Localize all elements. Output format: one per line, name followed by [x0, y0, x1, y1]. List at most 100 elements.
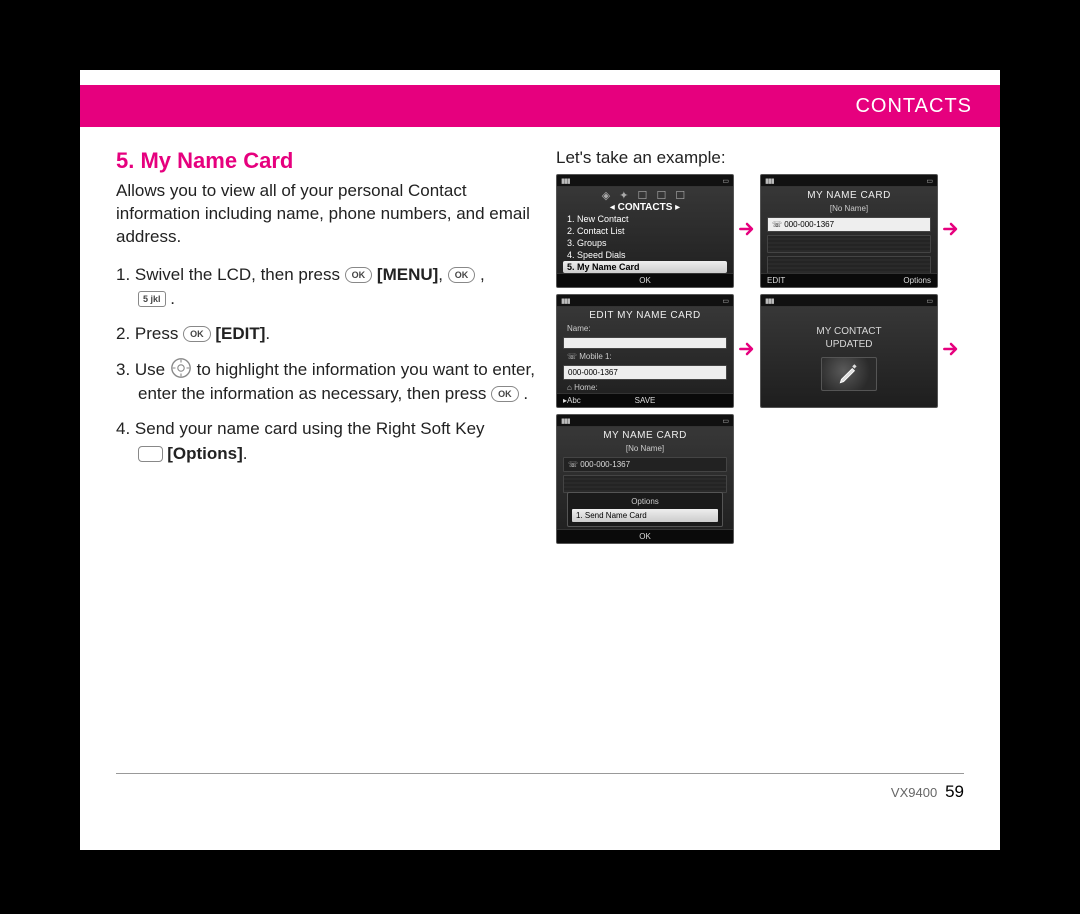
- phone-value: 000-000-1367: [784, 220, 834, 229]
- step-1-comma: ,: [438, 265, 447, 284]
- step-4-options: [Options]: [167, 444, 243, 463]
- footer-model: VX9400: [891, 785, 937, 800]
- step-2-period: .: [265, 324, 270, 343]
- manual-page: CONTACTS 5. My Name Card Allows you to v…: [80, 70, 1000, 850]
- screen-contacts-menu: ◈ ✦ ☐ ☐ ☐ ◂ CONTACTS ▸ 1. New Contact 2.…: [556, 174, 734, 288]
- dpad-icon: [170, 357, 192, 379]
- battery-icon: [722, 417, 729, 425]
- screen-edit-card: EDIT MY NAME CARD Name: ☏ Mobile 1: 000-…: [556, 294, 734, 408]
- screens-grid: ◈ ✦ ☐ ☐ ☐ ◂ CONTACTS ▸ 1. New Contact 2.…: [556, 174, 966, 544]
- menu-item: 1. New Contact: [563, 213, 727, 225]
- carousel-icons: ◈ ✦ ☐ ☐ ☐: [557, 187, 733, 202]
- section-title: 5. My Name Card: [116, 148, 536, 174]
- section-intro: Allows you to view all of your personal …: [116, 180, 536, 249]
- mobile-label-text: Mobile 1:: [579, 352, 611, 361]
- steps-list: 1. Swivel the LCD, then press OK [MENU],…: [116, 263, 536, 466]
- home-label-text: Home:: [574, 383, 598, 392]
- empty-field: [563, 475, 727, 493]
- screen-title: CONTACTS: [618, 202, 673, 213]
- section-header-bar: CONTACTS: [80, 85, 1000, 127]
- battery-icon: [722, 297, 729, 305]
- screen-title: MY NAME CARD: [761, 187, 937, 204]
- battery-icon: [926, 297, 933, 305]
- home-label: ⌂ Home:: [563, 383, 727, 393]
- flow-arrow-icon: [938, 219, 964, 244]
- menu-item: 2. Contact List: [563, 225, 727, 237]
- screen-updated: MY CONTACT UPDATED: [760, 294, 938, 408]
- flow-arrow-icon: [734, 339, 760, 364]
- softkey-bar: EDIT Options: [761, 273, 937, 287]
- updated-message: MY CONTACT UPDATED: [761, 307, 937, 351]
- carousel-arrows: ◂ CONTACTS ▸: [557, 202, 733, 213]
- ok-key-icon: OK: [183, 326, 211, 342]
- signal-icon: [765, 177, 774, 185]
- ok-key-icon: OK: [491, 386, 519, 402]
- step-4: 4. Send your name card using the Right S…: [116, 417, 536, 466]
- signal-icon: [561, 177, 570, 185]
- footer-page-number: 59: [945, 782, 964, 801]
- no-name-label: [No Name]: [563, 444, 727, 454]
- five-key-icon: 5 jkl: [138, 291, 166, 307]
- status-bar: [557, 295, 733, 307]
- empty-field: [767, 235, 931, 253]
- signal-icon: [561, 297, 570, 305]
- step-3-text-a: Use: [135, 360, 170, 379]
- right-softkey-icon: [138, 446, 163, 462]
- status-bar: [761, 175, 937, 187]
- softkey-bar: ▸Abc SAVE: [557, 393, 733, 407]
- softkey-center: OK: [557, 276, 733, 285]
- step-4-text-a: Send your name card using the Right Soft…: [135, 419, 485, 438]
- updated-line2: UPDATED: [761, 338, 937, 351]
- status-bar: [557, 175, 733, 187]
- name-input: [563, 337, 727, 349]
- softkey-center: SAVE: [557, 396, 733, 405]
- name-label: Name:: [563, 324, 727, 334]
- battery-icon: [722, 177, 729, 185]
- step-3-text-b: to highlight the information you want to…: [138, 360, 535, 404]
- phone-value: 000-000-1367: [580, 460, 630, 469]
- menu-item: 3. Groups: [563, 237, 727, 249]
- section-header-title: CONTACTS: [855, 95, 972, 118]
- step-2-edit: [EDIT]: [215, 324, 265, 343]
- softkey-bar: OK: [557, 529, 733, 543]
- signal-icon: [561, 417, 570, 425]
- step-1-text-a: Swivel the LCD, then press: [135, 265, 345, 284]
- section-number: 5.: [116, 148, 134, 173]
- ok-key-icon: OK: [448, 267, 476, 283]
- contacts-menu-list: 1. New Contact 2. Contact List 3. Groups…: [557, 213, 733, 273]
- step-4-period: .: [243, 444, 248, 463]
- status-bar: [761, 295, 937, 307]
- screen-options: MY NAME CARD [No Name] ☏ 000-000-1367 Op…: [556, 414, 734, 544]
- right-column: Let's take an example: ◈ ✦ ☐ ☐ ☐ ◂ CONTA…: [556, 148, 966, 544]
- ok-key-icon: OK: [345, 267, 373, 283]
- popup-item: 1. Send Name Card: [572, 509, 718, 522]
- softkey-left: EDIT: [767, 276, 785, 285]
- mobile-input: 000-000-1367: [563, 365, 727, 380]
- battery-icon: [926, 177, 933, 185]
- phone-field: ☏ 000-000-1367: [767, 217, 931, 232]
- page-footer: VX9400 59: [116, 773, 964, 802]
- softkey-bar: OK: [557, 273, 733, 287]
- screen-title: MY NAME CARD: [557, 427, 733, 444]
- step-1: 1. Swivel the LCD, then press OK [MENU],…: [116, 263, 536, 312]
- screen-title: EDIT MY NAME CARD: [557, 307, 733, 324]
- phone-field: ☏ 000-000-1367: [563, 457, 727, 472]
- step-1-menu: [MENU]: [377, 265, 438, 284]
- empty-field: [767, 256, 931, 274]
- step-2-text-a: Press: [135, 324, 183, 343]
- step-3-period: .: [523, 384, 528, 403]
- updated-line1: MY CONTACT: [761, 325, 937, 338]
- step-3: 3. Use to highlight the information you …: [116, 357, 536, 407]
- options-popup: Options 1. Send Name Card: [567, 492, 723, 527]
- status-bar: [557, 415, 733, 427]
- mobile-label: ☏ Mobile 1:: [563, 352, 727, 362]
- step-1-period: .: [170, 289, 175, 308]
- flow-arrow-icon: [938, 339, 964, 364]
- signal-icon: [765, 297, 774, 305]
- left-column: 5. My Name Card Allows you to view all o…: [116, 148, 536, 544]
- menu-item-highlighted: 5. My Name Card: [563, 261, 727, 273]
- popup-title: Options: [572, 497, 718, 506]
- no-name-label: [No Name]: [767, 204, 931, 214]
- section-name: My Name Card: [140, 148, 293, 173]
- step-2: 2. Press OK [EDIT].: [116, 322, 536, 347]
